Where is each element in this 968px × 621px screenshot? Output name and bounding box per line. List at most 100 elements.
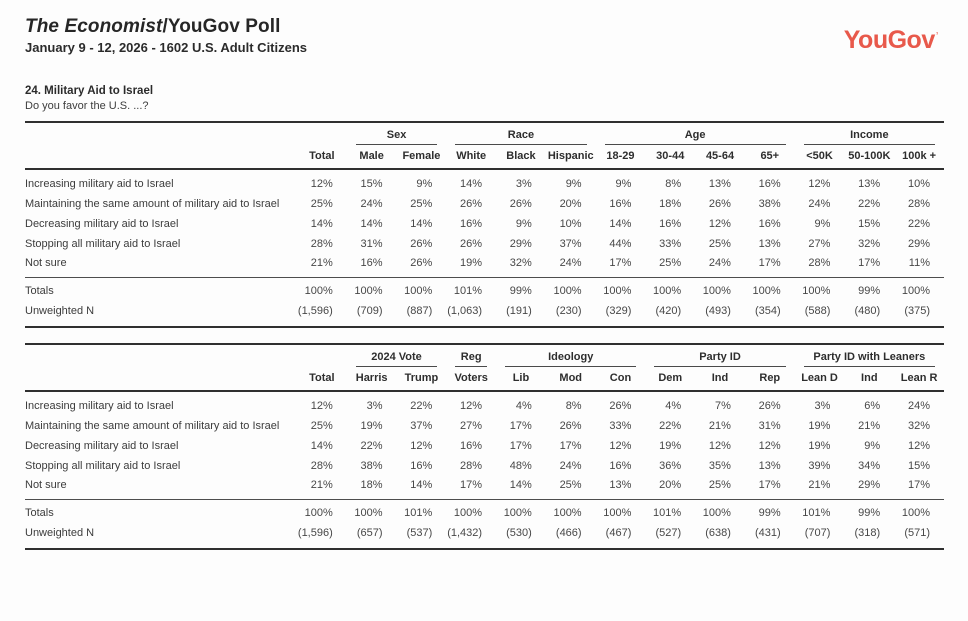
cell-value: 28%	[460, 459, 483, 472]
poll-title-publication: The Economist	[25, 16, 163, 37]
poll-title: The Economist/YouGov Poll	[25, 16, 307, 38]
cell-value: 101%	[794, 499, 845, 524]
row-label: Totals	[25, 507, 54, 520]
cell-value: 12%	[310, 178, 333, 190]
unweighted-row: Unweighted N (1,596) (657) (537) (1,432) (530…	[25, 524, 944, 549]
cell-value: 38%	[758, 197, 781, 210]
cell-value: (191)	[506, 304, 532, 317]
cell-value: 99%	[844, 277, 895, 302]
cell-value: (709)	[356, 304, 383, 317]
totals-row: Totals 100% 100% 100% 101% 99% 100% 100% 100% 100…	[25, 277, 944, 302]
cell-value: 9%	[864, 439, 881, 452]
cell-value: 19%	[659, 439, 682, 452]
cell-value: 9%	[515, 217, 532, 230]
yougov-logo: YouGov’	[844, 26, 939, 55]
column-header: Lean D	[794, 367, 845, 392]
cell-value: (318)	[854, 526, 881, 539]
cell-value: 100%	[595, 499, 646, 524]
cell-value: 21%	[310, 257, 333, 270]
cell-value: 19%	[460, 257, 483, 270]
cell-value: 22%	[858, 197, 881, 210]
row-label-cell: Maintaining the same amount of military …	[25, 417, 297, 437]
cell-value: (1,596)	[297, 526, 333, 539]
cell-value: (480)	[854, 304, 881, 317]
cell-value: 4%	[515, 400, 532, 412]
cell-value: 18%	[659, 197, 682, 210]
row-label: Increasing military aid to Israel	[25, 178, 174, 190]
table-row: Maintaining the same amount of military …	[25, 195, 944, 215]
cell-value: 6%	[864, 400, 881, 412]
row-label-header	[25, 145, 297, 170]
table-footer: Totals 100% 100% 100% 101% 99% 100% 100% 100% 100…	[25, 277, 944, 327]
table-row: Stopping all military aid to Israel 28% 38…	[25, 457, 944, 477]
row-label: Unweighted N	[25, 304, 95, 317]
cell-value: 27%	[460, 419, 483, 432]
cell-value: 18%	[360, 479, 383, 492]
row-label-cell: Not sure	[25, 254, 297, 277]
cell-value: 28%	[808, 257, 831, 270]
cell-value: 22%	[360, 439, 383, 452]
cell-value: 99%	[496, 277, 546, 302]
group-header: Party ID	[654, 351, 786, 367]
cell-value: (1,432)	[447, 526, 483, 539]
cell-value: 12%	[310, 400, 333, 412]
cell-value: 99%	[844, 499, 895, 524]
cell-value: 22%	[659, 419, 682, 432]
column-header: Black	[496, 145, 546, 170]
cell-value: 26%	[609, 400, 632, 412]
row-label-header	[25, 367, 297, 392]
cell-value: (1,596)	[297, 304, 333, 317]
cell-value: 26%	[460, 237, 483, 250]
cell-value: 100%	[297, 277, 347, 302]
cell-value: 15%	[360, 178, 383, 190]
table-body: Increasing military aid to Israel 12% 15% 9…	[25, 169, 944, 278]
column-header: Male	[346, 145, 397, 170]
cell-value: 12%	[460, 400, 483, 412]
cell-value: 17%	[758, 479, 781, 492]
group-header-row: 2024 Vote Reg Ideology Party ID Party ID wit…	[25, 344, 944, 367]
cell-value: (431)	[754, 526, 781, 539]
cell-value: 13%	[708, 178, 731, 190]
table-row: Decreasing military aid to Israel 14% 14% 1…	[25, 215, 944, 235]
cell-value: 25%	[708, 237, 731, 250]
cell-value: 3%	[515, 178, 532, 190]
demographics-table: Sex Race Age Income Total Male Female White Blac…	[25, 121, 944, 328]
cell-value: 15%	[907, 459, 930, 472]
column-header: Female	[396, 145, 447, 170]
cell-value: 17%	[559, 439, 582, 452]
cell-value: (466)	[555, 526, 582, 539]
cell-value: 26%	[460, 197, 483, 210]
cell-value: 32%	[858, 237, 881, 250]
cell-value: 29%	[907, 237, 930, 250]
column-header: Lib	[496, 367, 546, 392]
column-header: Total	[297, 367, 347, 392]
cell-value: 13%	[758, 237, 781, 250]
cell-value: 16%	[360, 257, 383, 270]
question-text: Do you favor the U.S. ...?	[25, 100, 149, 112]
row-label: Decreasing military aid to Israel	[25, 439, 179, 452]
cell-value: 31%	[360, 237, 383, 250]
cell-value: 37%	[410, 419, 433, 432]
group-header-cell: Ideology	[496, 344, 645, 367]
cell-value: 25%	[559, 479, 582, 492]
poll-page: The Economist/YouGov Poll January 9 - 12…	[25, 16, 944, 550]
cell-value: 12%	[708, 217, 731, 230]
cell-value: 25%	[708, 479, 731, 492]
cell-value: 12%	[758, 439, 781, 452]
table-footer: Totals 100% 100% 101% 100% 100% 100% 100% 101% 10…	[25, 499, 944, 549]
cell-value: 14%	[460, 178, 483, 190]
group-header-cell: Party ID	[645, 344, 794, 367]
cell-value: 100%	[794, 277, 845, 302]
row-label-cell: Not sure	[25, 476, 297, 499]
poll-subtitle: January 9 - 12, 2026 - 1602 U.S. Adult C…	[25, 40, 308, 55]
row-label: Stopping all military aid to Israel	[25, 459, 181, 472]
cell-value: 24%	[907, 400, 930, 412]
row-label-cell: Stopping all military aid to Israel	[25, 457, 297, 477]
group-header: Sex	[355, 129, 438, 145]
cell-value: 16%	[609, 459, 632, 472]
cell-value: 19%	[808, 439, 831, 452]
cell-value: 100%	[346, 499, 397, 524]
cell-value: 17%	[609, 257, 632, 270]
row-label-cell: Stopping all military aid to Israel	[25, 235, 297, 255]
column-header: Mod	[545, 367, 596, 392]
